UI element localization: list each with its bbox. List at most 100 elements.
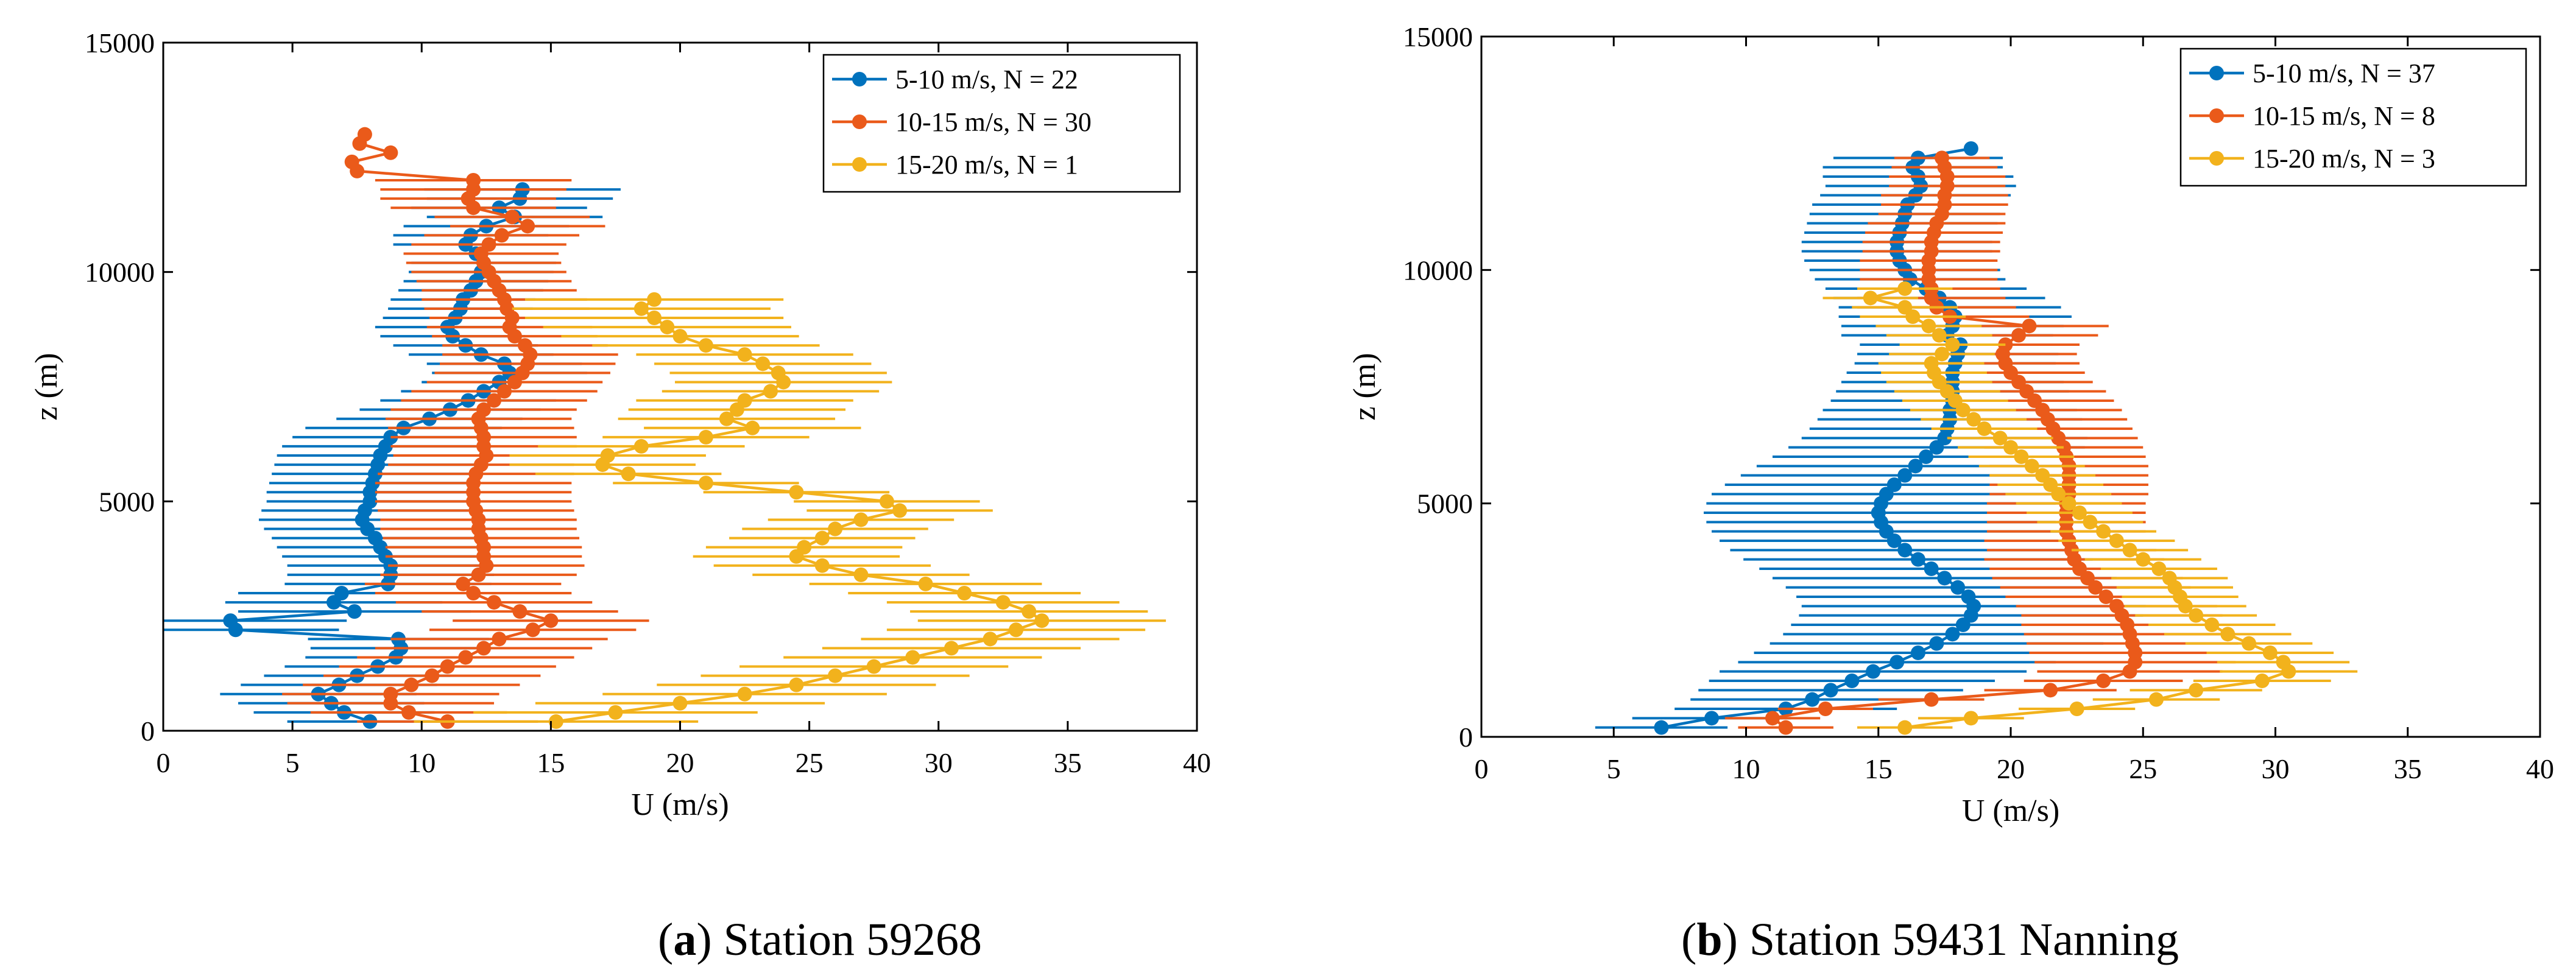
panel-a-series-3-point [737, 347, 752, 362]
panel-a-series-2-point [525, 622, 540, 638]
panel-a-series-2-point [517, 338, 532, 353]
panel-b-series-3-point [2109, 533, 2124, 548]
panel-b-x-tick-label: 15 [1865, 753, 1893, 784]
panel-b-series-3-point [2035, 468, 2050, 483]
panel-b-series-1-point [1961, 589, 1976, 604]
panel-a-series-3-point [737, 686, 752, 702]
panel-b-series-3-point [1897, 720, 1913, 735]
panel-a-series-3-point [944, 641, 959, 656]
panel-b-legend-entry: 10-15 m/s, N = 8 [2253, 101, 2435, 131]
panel-a-series-3-point [853, 567, 869, 582]
panel-b-series-3-point [1977, 421, 1992, 436]
panel-b-series-1-point [1805, 692, 1820, 707]
panel-a-x-tick-label: 10 [408, 747, 436, 778]
panel-a-legend-entry: 5-10 m/s, N = 22 [895, 65, 1078, 94]
panel-a-x-tick-label: 0 [157, 747, 171, 778]
panel-a-chart: 0 5 10 15 20 25 30 35 40 0 5000 10000 15000 U (m/s) z … [29, 27, 1211, 822]
panel-a-series-2-point [357, 127, 372, 142]
panel-b-series-3-point [1945, 337, 1960, 352]
panel-a-x-tick-label: 5 [286, 747, 300, 778]
panel-b-series-1-point [1924, 561, 1939, 576]
panel-a-series-3-point [828, 668, 843, 683]
panel-b-y-tick-label: 15000 [1403, 21, 1473, 52]
panel-a-series-2-point [456, 576, 471, 591]
panel-a-series-2-point [487, 595, 502, 610]
panel-b-x-axis-label: U (m/s) [1962, 793, 2059, 828]
panel-a-series-2-point [401, 705, 417, 720]
panel-b-series-3-point [2148, 692, 2164, 707]
panel-a-series-2-point [487, 393, 502, 408]
panel-b-y-tick-label: 10000 [1403, 255, 1473, 286]
panel-b-y-axis-label: z (m) [1347, 353, 1382, 420]
panel-b-series-2-line [1769, 157, 2137, 729]
panel-a-series-2-point [466, 173, 481, 188]
panel-b-series-1-point [1937, 571, 1952, 586]
panel-b-series-3-point [1935, 347, 1950, 362]
panel-b-series-2-point [1818, 702, 1833, 716]
panel-a-series-2-point [476, 402, 492, 417]
panel-a-legend-entry: 15-20 m/s, N = 1 [895, 150, 1078, 180]
panel-b-series-3-point [2122, 543, 2137, 558]
panel-b-series-1-point [1654, 720, 1669, 735]
panel-b-series-2-point [1924, 692, 1939, 707]
panel-a-series-3-point [983, 631, 998, 647]
panel-a-series-3-point [647, 292, 662, 307]
panel-b-series-3-point [2003, 440, 2018, 455]
panel-b-y-tick-label: 0 [1459, 722, 1473, 753]
panel-a-series-3-point [763, 384, 778, 399]
panel-a-series-2-point [383, 145, 398, 160]
panel-b-series-3-point [2072, 505, 2087, 520]
panel-b-series-1-point [1945, 627, 1960, 642]
panel-a-series-3 [414, 292, 1166, 729]
panel-a-series-2-point [481, 237, 496, 252]
panel-a-y-tick-label: 15000 [85, 27, 155, 58]
panel-a-x-tick-label: 30 [925, 747, 953, 778]
caption-b-letter: b [1696, 914, 1723, 965]
panel-b-series-1-point [1823, 683, 1838, 698]
panel-a-series-2-point [512, 604, 528, 619]
panel-b-series-3-point [2024, 459, 2039, 474]
panel-b-series-3-point [1963, 711, 1978, 726]
panel-b-series-1-point [1910, 646, 1925, 660]
panel-b-series-1-point [1963, 141, 1978, 156]
panel-a-series-2-point [543, 613, 559, 628]
panel-a-series-3-point [548, 714, 563, 729]
panel-a-series-3-point [672, 695, 688, 711]
panel-a-series-3-point [918, 576, 933, 591]
panel-b-series-2 [1724, 150, 2242, 735]
panel-a-series-3-point [737, 393, 752, 408]
panel-a-legend: 5-10 m/s, N = 22 10-15 m/s, N = 30 15-20 m… [822, 54, 1181, 193]
panel-b-series-3-point [2262, 646, 2278, 660]
panel-a-series-3-point [698, 338, 713, 353]
panel-b-series-3-point [2254, 674, 2270, 688]
panel-b-series-3-point [2220, 627, 2235, 642]
panel-b-series-3-point [2204, 617, 2220, 632]
panel-b-series-2-point [1765, 711, 1780, 726]
panel-a-series-3-point [789, 677, 804, 692]
panel-a-series-3-point [660, 320, 675, 335]
panel-b-series-2-point [2011, 328, 2027, 343]
panel-a-series-3-point [789, 485, 804, 500]
panel-b-series-3-point [2242, 636, 2257, 651]
panel-b-series-3-point [2069, 702, 2084, 716]
panel-b-series-3-point [2061, 496, 2077, 511]
panel-a-series-3-point [755, 356, 771, 371]
panel-a-x-tick-label: 40 [1183, 747, 1211, 778]
panel-a-series-2-point [425, 668, 440, 683]
panel-a-series-3-point [995, 595, 1011, 610]
panel-b-series-2-point [2109, 599, 2124, 614]
panel-b-series-2-point [2043, 683, 2058, 698]
panel-a-series-3-point [633, 438, 649, 454]
panel-b-series-2-point [2022, 318, 2037, 334]
panel-a-series-3-point [853, 512, 869, 527]
panel-a-series-2 [282, 127, 649, 729]
panel-b-series-3-point [2083, 515, 2098, 530]
panel-b-x-tick-label: 20 [1997, 753, 2025, 784]
panel-b-chart: 0 5 10 15 20 25 30 35 40 0 5000 10000 15000 U (m/s) z … [1347, 21, 2554, 828]
panel-a-series-3-point [647, 311, 662, 325]
panel-a-x-tick-label: 25 [796, 747, 824, 778]
panel-b-series-3-point [2096, 524, 2111, 539]
panel-b-series-3-point [2189, 608, 2204, 623]
panel-b-x-tick-label: 30 [2262, 753, 2290, 784]
caption-b: (b) Station 59431 Nanning [1681, 914, 2179, 965]
